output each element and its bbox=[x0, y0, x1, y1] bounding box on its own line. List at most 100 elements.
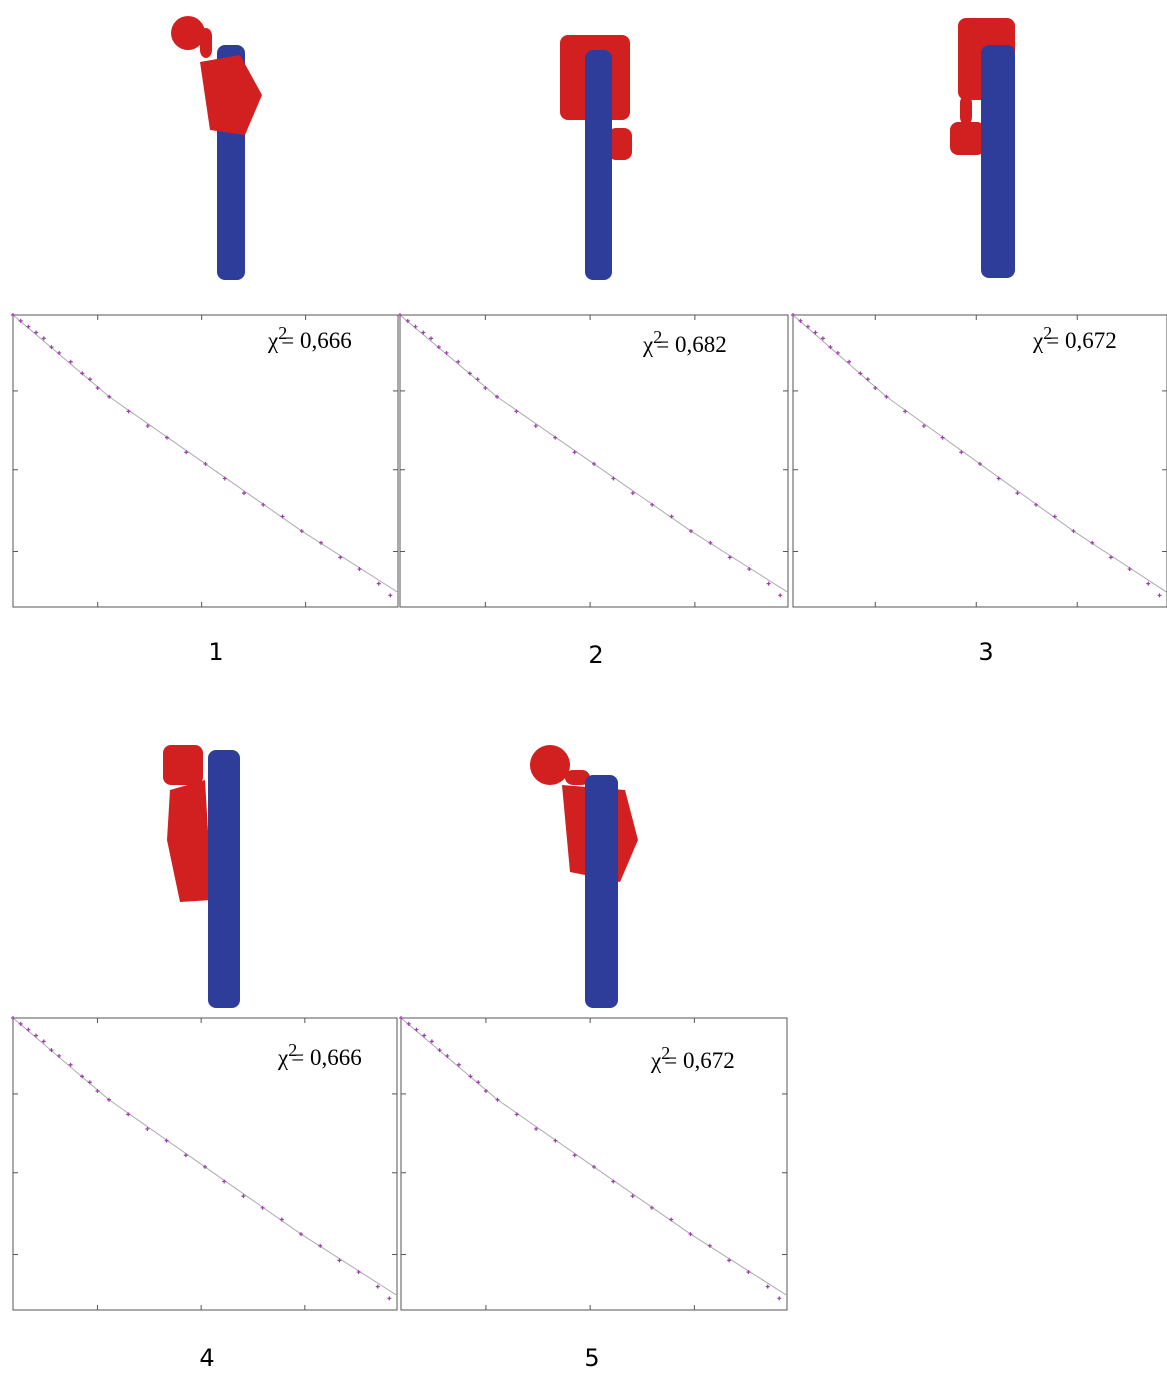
chi-square-part: χ bbox=[1032, 328, 1044, 353]
data-point bbox=[280, 514, 285, 519]
data-point bbox=[475, 377, 480, 382]
data-point bbox=[777, 1296, 782, 1301]
data-point bbox=[746, 1270, 751, 1275]
data-point bbox=[747, 567, 752, 572]
data-point bbox=[299, 1232, 303, 1237]
data-point bbox=[388, 593, 393, 598]
chi-square-label: χ2= 0,672 bbox=[650, 1043, 735, 1073]
plot-frame bbox=[399, 314, 789, 608]
data-point bbox=[1052, 514, 1057, 519]
data-point bbox=[445, 1053, 450, 1058]
data-point bbox=[95, 386, 100, 390]
data-point bbox=[88, 377, 92, 382]
data-point bbox=[399, 1016, 403, 1020]
data-point bbox=[533, 423, 538, 428]
data-point bbox=[495, 1097, 500, 1102]
data-point bbox=[707, 1243, 712, 1248]
data-point bbox=[611, 1179, 616, 1184]
data-point bbox=[260, 1205, 265, 1210]
data-point bbox=[630, 1194, 635, 1199]
data-point bbox=[337, 1258, 342, 1263]
data-point bbox=[26, 1027, 31, 1032]
data-point bbox=[49, 345, 54, 350]
data-point bbox=[241, 1194, 246, 1199]
data-point bbox=[1034, 502, 1039, 507]
data-point bbox=[414, 1027, 419, 1032]
chi-square-part: 2 bbox=[288, 1040, 297, 1060]
data-point bbox=[553, 435, 558, 440]
molecule-part bbox=[530, 745, 570, 785]
plot-frame bbox=[12, 314, 399, 608]
data-point bbox=[222, 476, 227, 481]
data-point bbox=[164, 1138, 169, 1143]
data-point bbox=[444, 350, 449, 355]
data-point bbox=[18, 318, 23, 323]
molecule-part bbox=[585, 50, 612, 280]
plot-frame bbox=[792, 314, 1167, 608]
chi-square-label: χ2= 0,672 bbox=[1032, 323, 1117, 353]
plot-frame bbox=[400, 1017, 788, 1311]
panel-label: 2 bbox=[588, 641, 603, 669]
fit-line bbox=[792, 314, 1167, 593]
data-point bbox=[49, 1048, 54, 1053]
data-point bbox=[34, 330, 39, 335]
chi-square-label: χ2= 0,682 bbox=[642, 327, 727, 357]
data-point bbox=[978, 461, 982, 466]
panel: χ2= 0,672 3 bbox=[791, 18, 1167, 666]
data-point bbox=[468, 1074, 473, 1079]
molecule-part bbox=[981, 45, 1015, 278]
chi-square-part: χ bbox=[642, 332, 654, 357]
data-point bbox=[847, 359, 852, 364]
data-point bbox=[405, 318, 410, 323]
chi-square-part: χ bbox=[277, 1045, 289, 1070]
data-point bbox=[669, 514, 674, 519]
data-point bbox=[456, 359, 461, 364]
data-point bbox=[41, 336, 46, 341]
data-point bbox=[356, 1270, 361, 1275]
data-point bbox=[456, 1062, 461, 1067]
data-point bbox=[727, 555, 732, 560]
data-point bbox=[41, 1039, 46, 1044]
data-point bbox=[534, 1126, 539, 1131]
chi-square-part: 2 bbox=[653, 327, 662, 347]
data-point bbox=[87, 1080, 92, 1085]
data-point bbox=[921, 423, 926, 428]
data-point bbox=[126, 409, 131, 414]
data-point bbox=[57, 350, 62, 355]
data-point bbox=[592, 461, 596, 466]
molecule-part bbox=[167, 780, 212, 902]
data-point bbox=[242, 491, 246, 496]
data-point bbox=[1127, 567, 1132, 572]
data-point bbox=[688, 1232, 693, 1237]
data-point bbox=[884, 394, 889, 399]
data-point bbox=[805, 324, 810, 329]
data-point bbox=[495, 394, 499, 399]
chi-square-label: χ2= 0,666 bbox=[267, 323, 352, 353]
chi-square-part: 2 bbox=[661, 1043, 670, 1063]
data-point bbox=[689, 529, 693, 534]
molecule-part bbox=[208, 750, 240, 1008]
data-point bbox=[57, 1053, 62, 1058]
data-point bbox=[858, 371, 863, 376]
data-point bbox=[650, 502, 655, 507]
data-point bbox=[572, 450, 577, 455]
data-point bbox=[1015, 491, 1020, 496]
data-point bbox=[145, 423, 150, 428]
chi-square-part: = 0,682 bbox=[656, 332, 726, 357]
data-point bbox=[996, 476, 1001, 481]
data-point bbox=[873, 386, 878, 390]
fit-line bbox=[399, 314, 789, 593]
data-point bbox=[413, 324, 418, 329]
fit-line bbox=[12, 314, 399, 593]
panel-label: 5 bbox=[584, 1344, 599, 1372]
panel-label: 4 bbox=[199, 1344, 214, 1372]
chi-square-part: 2 bbox=[278, 323, 287, 343]
data-point bbox=[708, 540, 713, 545]
panel-label: 3 bbox=[978, 638, 993, 666]
data-point bbox=[34, 1033, 39, 1038]
data-point bbox=[514, 409, 519, 414]
data-point bbox=[184, 450, 189, 455]
data-point bbox=[766, 581, 771, 586]
data-point bbox=[422, 1033, 427, 1038]
